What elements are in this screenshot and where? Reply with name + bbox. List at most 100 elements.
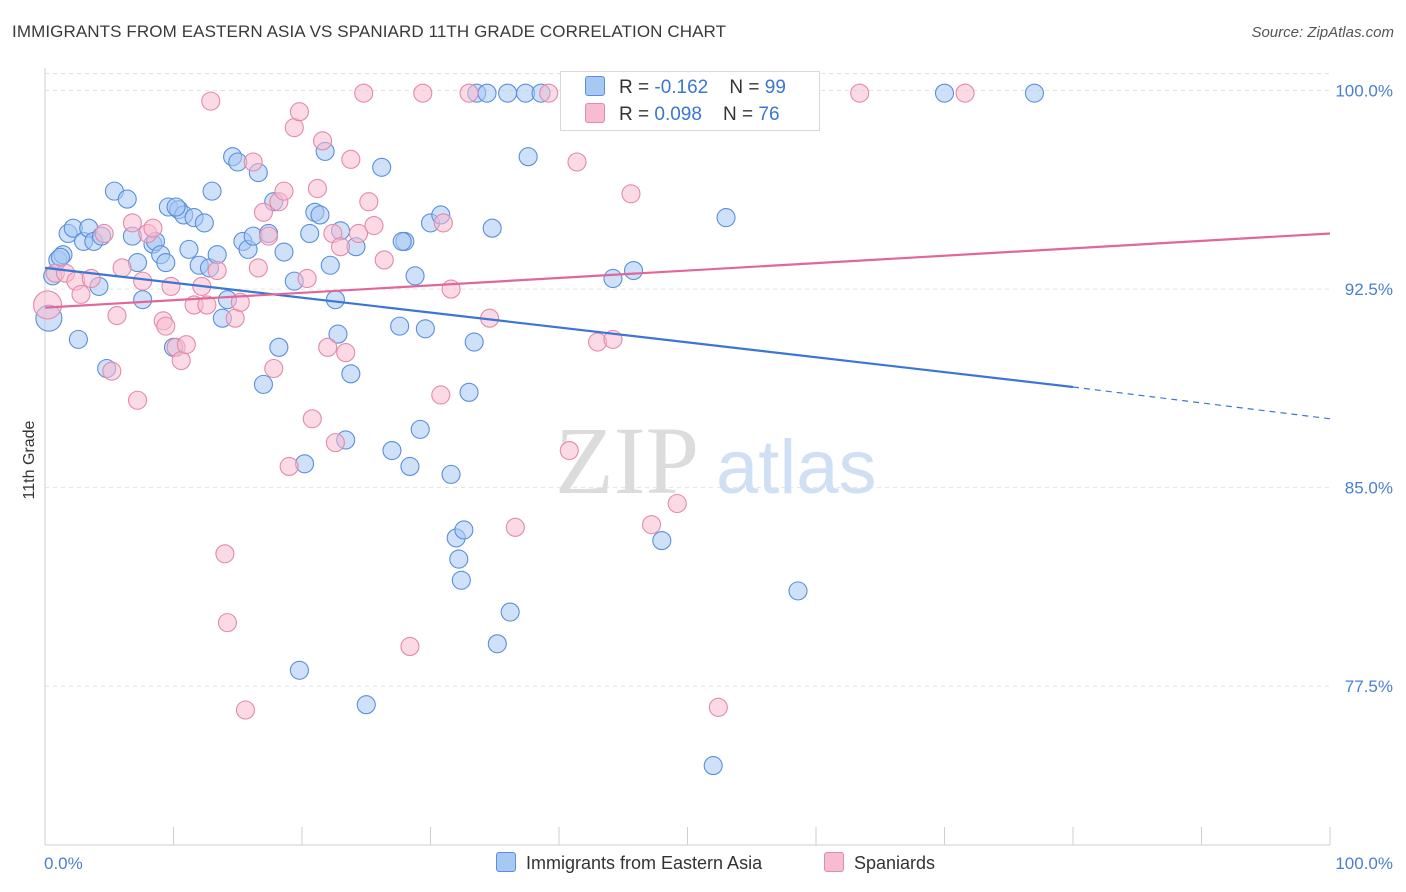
data-point: [567, 152, 587, 172]
data-point: [459, 83, 479, 103]
data-point: [431, 385, 451, 405]
legend-n-label: N =: [729, 77, 765, 98]
data-point: [248, 258, 268, 278]
legend-swatch-immigrants: [585, 76, 605, 96]
data-point: [703, 756, 723, 776]
data-point: [201, 91, 221, 111]
y-tick-label: 100.0%: [1335, 82, 1393, 101]
data-point: [498, 83, 518, 103]
y-tick-label: 92.5%: [1345, 280, 1393, 299]
data-point: [325, 290, 345, 310]
series-immigrants-points: [35, 83, 1044, 776]
data-point: [112, 258, 132, 278]
trend-lines: [44, 232, 1331, 420]
chart-title: IMMIGRANTS FROM EASTERN ASIA VS SPANIARD…: [12, 22, 727, 41]
data-point: [68, 329, 88, 349]
y-tick-label: 77.5%: [1345, 677, 1393, 696]
data-point: [518, 147, 538, 167]
legend-r-label: R =: [619, 104, 655, 125]
data-point: [788, 581, 808, 601]
data-point: [454, 520, 474, 540]
data-point: [603, 268, 623, 289]
data-point: [441, 464, 461, 484]
data-point: [400, 636, 420, 657]
data-point: [382, 441, 402, 461]
data-point: [325, 433, 345, 453]
data-point: [451, 570, 471, 590]
data-point: [289, 102, 309, 122]
data-point: [133, 290, 153, 310]
watermark-atlas: atlas: [716, 425, 877, 510]
bottom-legend-immigrants[interactable]: Immigrants from Eastern Asia: [496, 852, 762, 874]
data-point: [487, 634, 507, 654]
data-point: [207, 260, 227, 281]
data-point: [410, 419, 430, 439]
data-point: [176, 335, 196, 355]
legend-n-label: N =: [723, 104, 759, 125]
x-tick-labels: 0.0% 100.0%: [44, 854, 1393, 873]
data-point: [297, 268, 317, 289]
x-tick-label-min: 0.0%: [44, 854, 83, 873]
data-point: [156, 316, 176, 336]
data-point: [482, 218, 502, 238]
data-point: [372, 157, 392, 177]
data-point: [667, 493, 687, 514]
series-spaniards-points: [33, 83, 975, 720]
data-point: [330, 237, 351, 257]
data-point: [1024, 83, 1044, 103]
legend-r-value: -0.162: [654, 77, 709, 98]
data-point: [433, 213, 453, 233]
data-point: [269, 337, 289, 357]
data-point: [217, 613, 238, 633]
data-point: [405, 266, 425, 286]
data-point: [505, 517, 525, 537]
data-point: [955, 83, 975, 103]
data-point: [117, 189, 137, 209]
data-point: [336, 343, 356, 363]
data-point: [107, 305, 127, 326]
data-point: [559, 441, 579, 461]
data-point: [934, 83, 955, 103]
data-point: [171, 351, 191, 371]
bottom-legend-label-immigrants: Immigrants from Eastern Asia: [526, 853, 763, 873]
data-point: [623, 260, 644, 281]
data-point: [539, 83, 559, 103]
data-point: [708, 697, 728, 717]
x-tick-label-max: 100.0%: [1335, 854, 1393, 873]
data-point: [374, 250, 394, 270]
data-point: [166, 197, 186, 217]
data-point: [33, 290, 63, 320]
data-point: [464, 332, 484, 352]
bottom-legend-spaniards[interactable]: Spaniards: [824, 852, 935, 874]
legend-swatch-spaniards: [585, 103, 605, 123]
data-point: [313, 131, 333, 151]
data-point: [310, 205, 330, 225]
data-point: [477, 83, 497, 103]
bottom-legend-label-spaniards: Spaniards: [854, 853, 936, 873]
data-point: [284, 118, 304, 138]
trend-line: [44, 232, 1331, 309]
data-point: [259, 226, 279, 246]
bottom-legend-swatch-immigrants: [496, 852, 516, 872]
watermark: ZIP atlas: [555, 407, 877, 514]
data-point: [253, 374, 274, 394]
data-point: [71, 284, 91, 304]
data-point: [197, 295, 217, 315]
bottom-legend-swatch-spaniards: [824, 852, 844, 872]
data-point: [449, 549, 469, 569]
data-point: [156, 253, 176, 273]
data-point: [459, 382, 479, 402]
data-point: [302, 409, 322, 429]
data-point: [235, 700, 256, 720]
data-point: [279, 456, 299, 476]
legend-r-label: R =: [619, 77, 655, 98]
y-tick-labels: 100.0% 92.5% 85.0% 77.5%: [1335, 82, 1393, 697]
legend-r-value: 0.098: [654, 104, 702, 125]
data-point: [122, 213, 142, 233]
stats-legend: R = -0.162 N = 99 R = 0.098 N = 76: [560, 71, 820, 131]
data-point: [318, 337, 338, 357]
data-point: [400, 456, 420, 476]
data-point: [328, 324, 348, 344]
legend-n-value: 99: [764, 77, 786, 98]
